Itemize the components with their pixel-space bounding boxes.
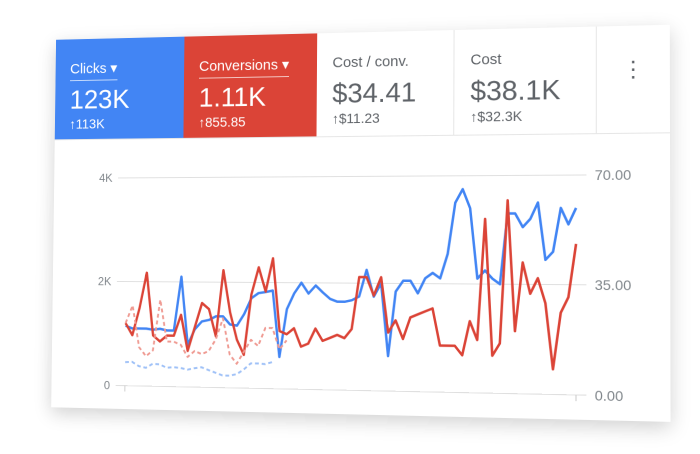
tile-cost[interactable]: Cost $38.1K ↑$32.3K bbox=[454, 26, 597, 135]
tile-value: 1.11K bbox=[198, 81, 267, 113]
tile-delta: 855.85 bbox=[205, 113, 246, 130]
caret-down-icon: ▾ bbox=[110, 60, 118, 77]
right-tick-label: 0.00 bbox=[595, 387, 624, 404]
tile-delta: 113K bbox=[75, 115, 105, 132]
gridline bbox=[116, 385, 587, 395]
tile-label: Clicks ▾ bbox=[69, 59, 118, 82]
right-tick-label: 35.00 bbox=[595, 277, 632, 294]
right-tick-label: 70.00 bbox=[595, 166, 632, 183]
series-line-3 bbox=[125, 360, 272, 377]
left-tick-label: 0 bbox=[104, 378, 111, 392]
tile-label: Cost / conv. bbox=[332, 52, 409, 72]
tile-label: Conversions ▾ bbox=[198, 55, 290, 79]
performance-card: Clicks ▾ 123K ↑113K Conversions ▾ 1.11K … bbox=[51, 24, 671, 422]
caret-down-icon: ▾ bbox=[281, 56, 290, 74]
tile-label: Cost bbox=[470, 50, 502, 69]
tile-delta: $11.23 bbox=[338, 109, 380, 127]
gridline bbox=[117, 281, 587, 284]
more-vert-icon[interactable]: ⋮ bbox=[621, 55, 645, 82]
arrow-up-icon: ↑ bbox=[470, 108, 478, 125]
tile-value: $38.1K bbox=[470, 73, 561, 107]
tile-value: 123K bbox=[69, 83, 130, 115]
tile-clicks[interactable]: Clicks ▾ 123K ↑113K bbox=[54, 36, 185, 140]
gridline bbox=[118, 175, 586, 178]
tile-delta: $32.3K bbox=[477, 107, 523, 125]
tile-conversions[interactable]: Conversions ▾ 1.11K ↑855.85 bbox=[183, 33, 318, 138]
tile-value: $34.41 bbox=[332, 76, 417, 109]
left-tick-label: 2K bbox=[98, 275, 112, 289]
series-line-1 bbox=[125, 200, 576, 370]
performance-chart: 0 0.00 2K 35.00 4K 70.00 bbox=[98, 166, 632, 404]
tile-cost-per-conv[interactable]: Cost / conv. $34.41 ↑$11.23 bbox=[316, 30, 455, 137]
metric-tiles: Clicks ▾ 123K ↑113K Conversions ▾ 1.11K … bbox=[54, 24, 671, 141]
left-tick-label: 4K bbox=[99, 171, 113, 185]
